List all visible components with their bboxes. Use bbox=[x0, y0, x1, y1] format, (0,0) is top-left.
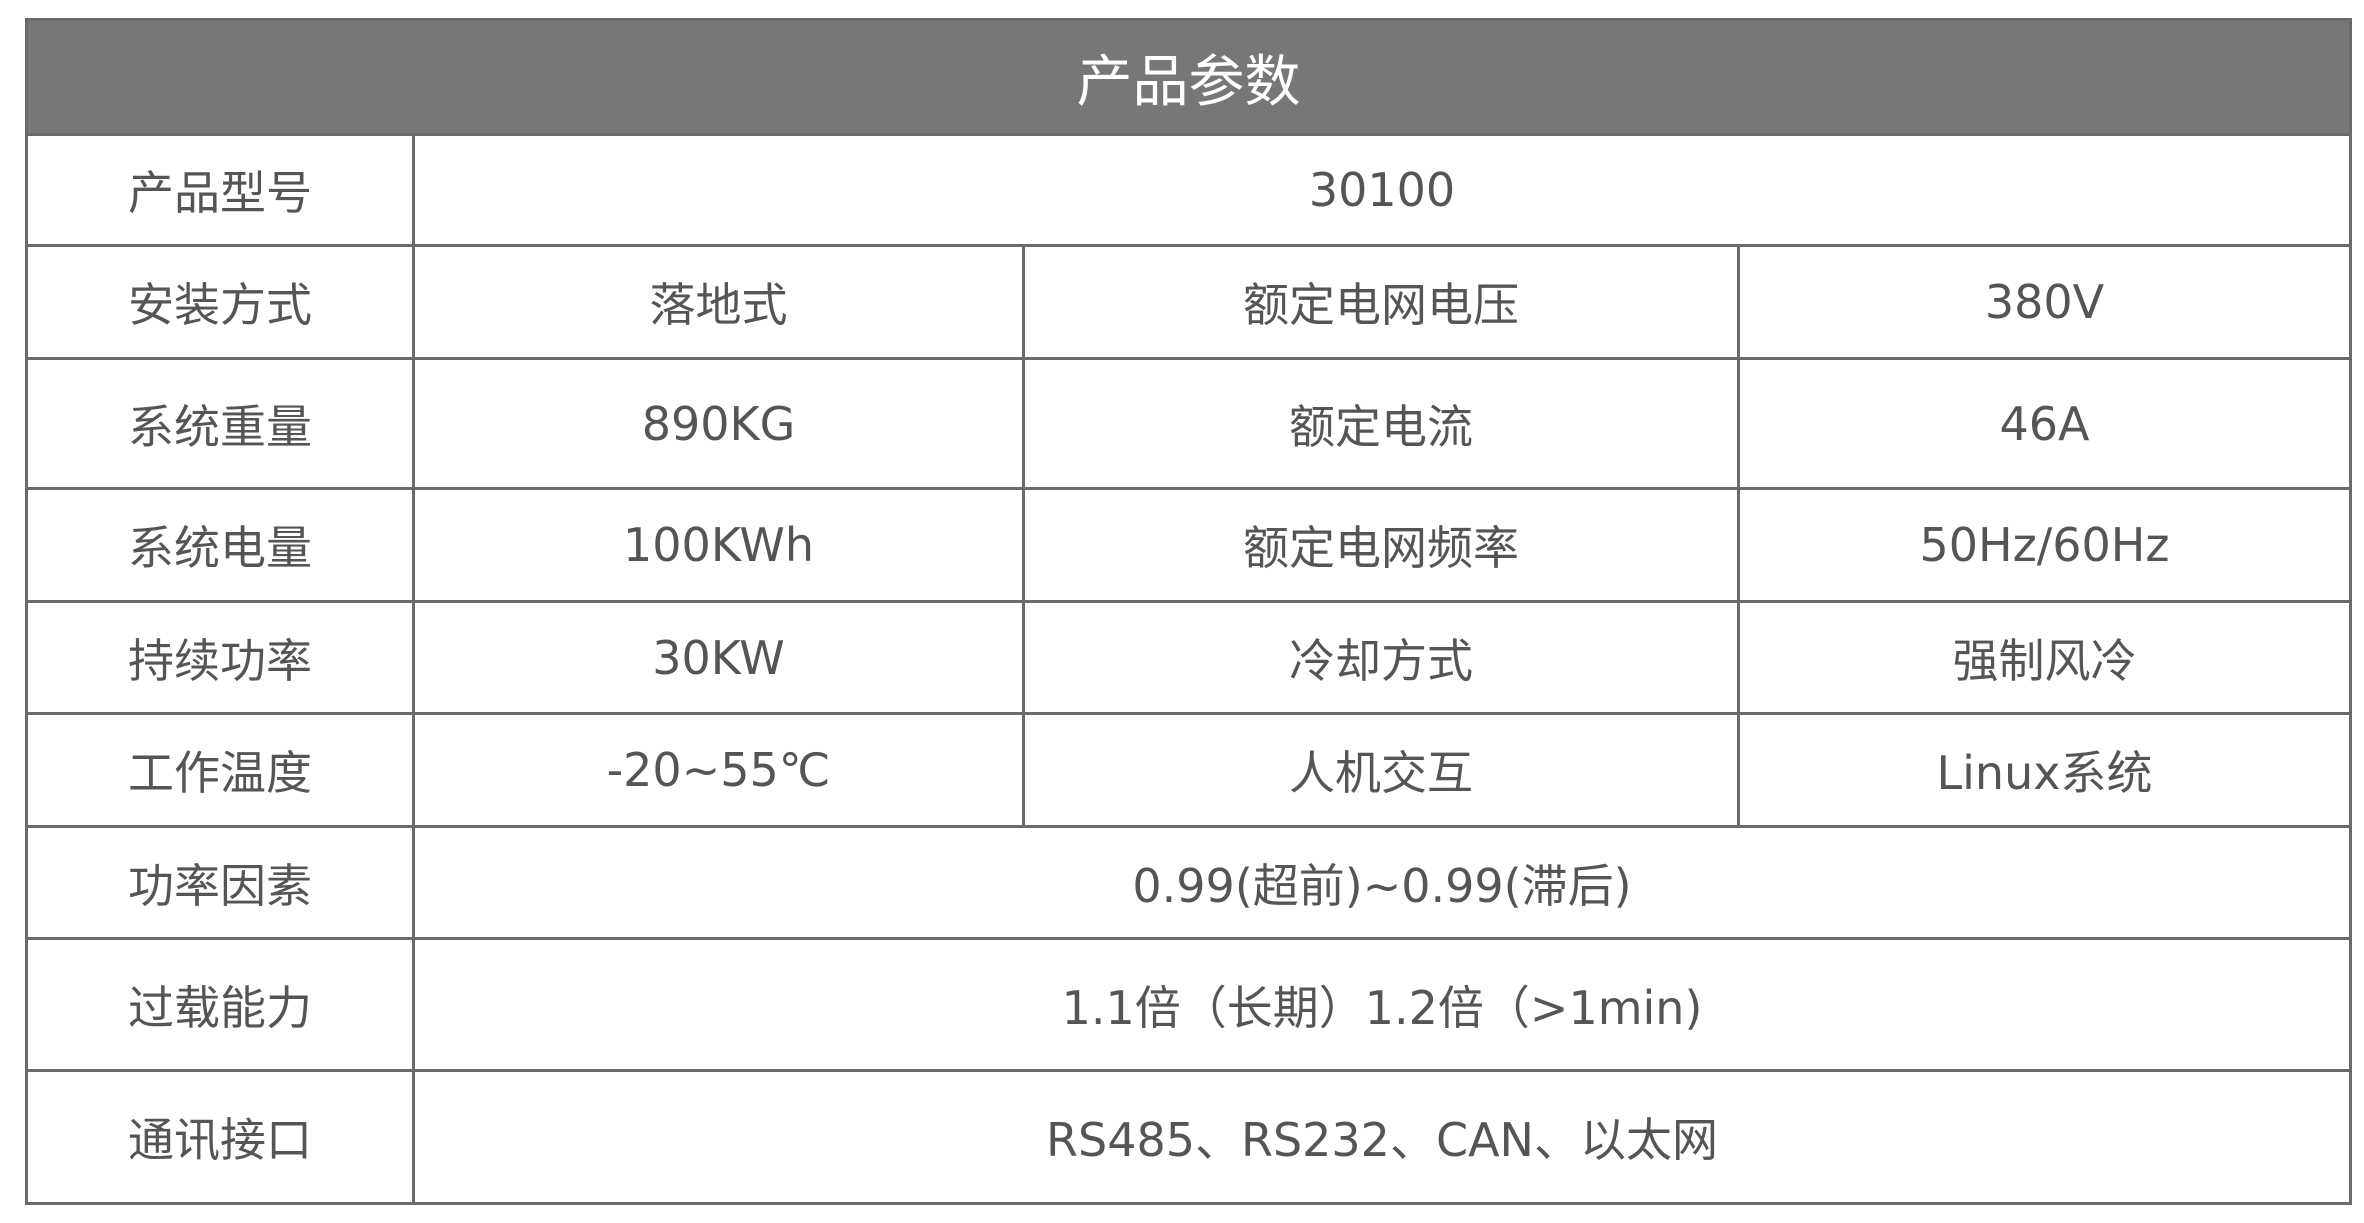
param-value: 强制风冷 bbox=[1737, 600, 2352, 715]
param-value: 46A bbox=[1737, 357, 2352, 490]
param-label: 安装方式 bbox=[25, 244, 415, 360]
table-title: 产品参数 bbox=[25, 18, 2352, 136]
table-row: 系统重量 890KG 额定电流 46A bbox=[25, 357, 2352, 490]
param-value: 890KG bbox=[412, 357, 1025, 490]
param-value: -20~55℃ bbox=[412, 712, 1025, 828]
table-row: 持续功率 30KW 冷却方式 强制风冷 bbox=[25, 600, 2352, 715]
param-value: 30100 bbox=[412, 133, 2352, 247]
param-value: 1.1倍（长期）1.2倍（>1min) bbox=[412, 937, 2352, 1072]
param-label: 产品型号 bbox=[25, 133, 415, 247]
table-row: 产品型号 30100 bbox=[25, 133, 2352, 247]
param-label: 持续功率 bbox=[25, 600, 415, 715]
param-value: 100KWh bbox=[412, 487, 1025, 603]
param-value: 落地式 bbox=[412, 244, 1025, 360]
param-value: 50Hz/60Hz bbox=[1737, 487, 2352, 603]
param-label: 冷却方式 bbox=[1022, 600, 1740, 715]
table-row: 过载能力 1.1倍（长期）1.2倍（>1min) bbox=[25, 937, 2352, 1072]
param-label: 系统重量 bbox=[25, 357, 415, 490]
param-label: 系统电量 bbox=[25, 487, 415, 603]
param-value: 380V bbox=[1737, 244, 2352, 360]
param-label: 功率因素 bbox=[25, 825, 415, 940]
table-row: 功率因素 0.99(超前)~0.99(滞后) bbox=[25, 825, 2352, 940]
param-label: 额定电网电压 bbox=[1022, 244, 1740, 360]
table-row: 通讯接口 RS485、RS232、CAN、以太网 bbox=[25, 1069, 2352, 1205]
param-label: 通讯接口 bbox=[25, 1069, 415, 1205]
param-value: Linux系统 bbox=[1737, 712, 2352, 828]
param-value: 0.99(超前)~0.99(滞后) bbox=[412, 825, 2352, 940]
param-label: 额定电网频率 bbox=[1022, 487, 1740, 603]
param-value: RS485、RS232、CAN、以太网 bbox=[412, 1069, 2352, 1205]
param-label: 人机交互 bbox=[1022, 712, 1740, 828]
param-label: 过载能力 bbox=[25, 937, 415, 1072]
table-row: 安装方式 落地式 额定电网电压 380V bbox=[25, 244, 2352, 360]
table-row: 系统电量 100KWh 额定电网频率 50Hz/60Hz bbox=[25, 487, 2352, 603]
table-row: 工作温度 -20~55℃ 人机交互 Linux系统 bbox=[25, 712, 2352, 828]
product-parameters-table: 产品参数 产品型号 30100 安装方式 落地式 额定电网电压 380V 系统重… bbox=[25, 18, 2352, 1205]
param-value: 30KW bbox=[412, 600, 1025, 715]
param-label: 额定电流 bbox=[1022, 357, 1740, 490]
param-label: 工作温度 bbox=[25, 712, 415, 828]
